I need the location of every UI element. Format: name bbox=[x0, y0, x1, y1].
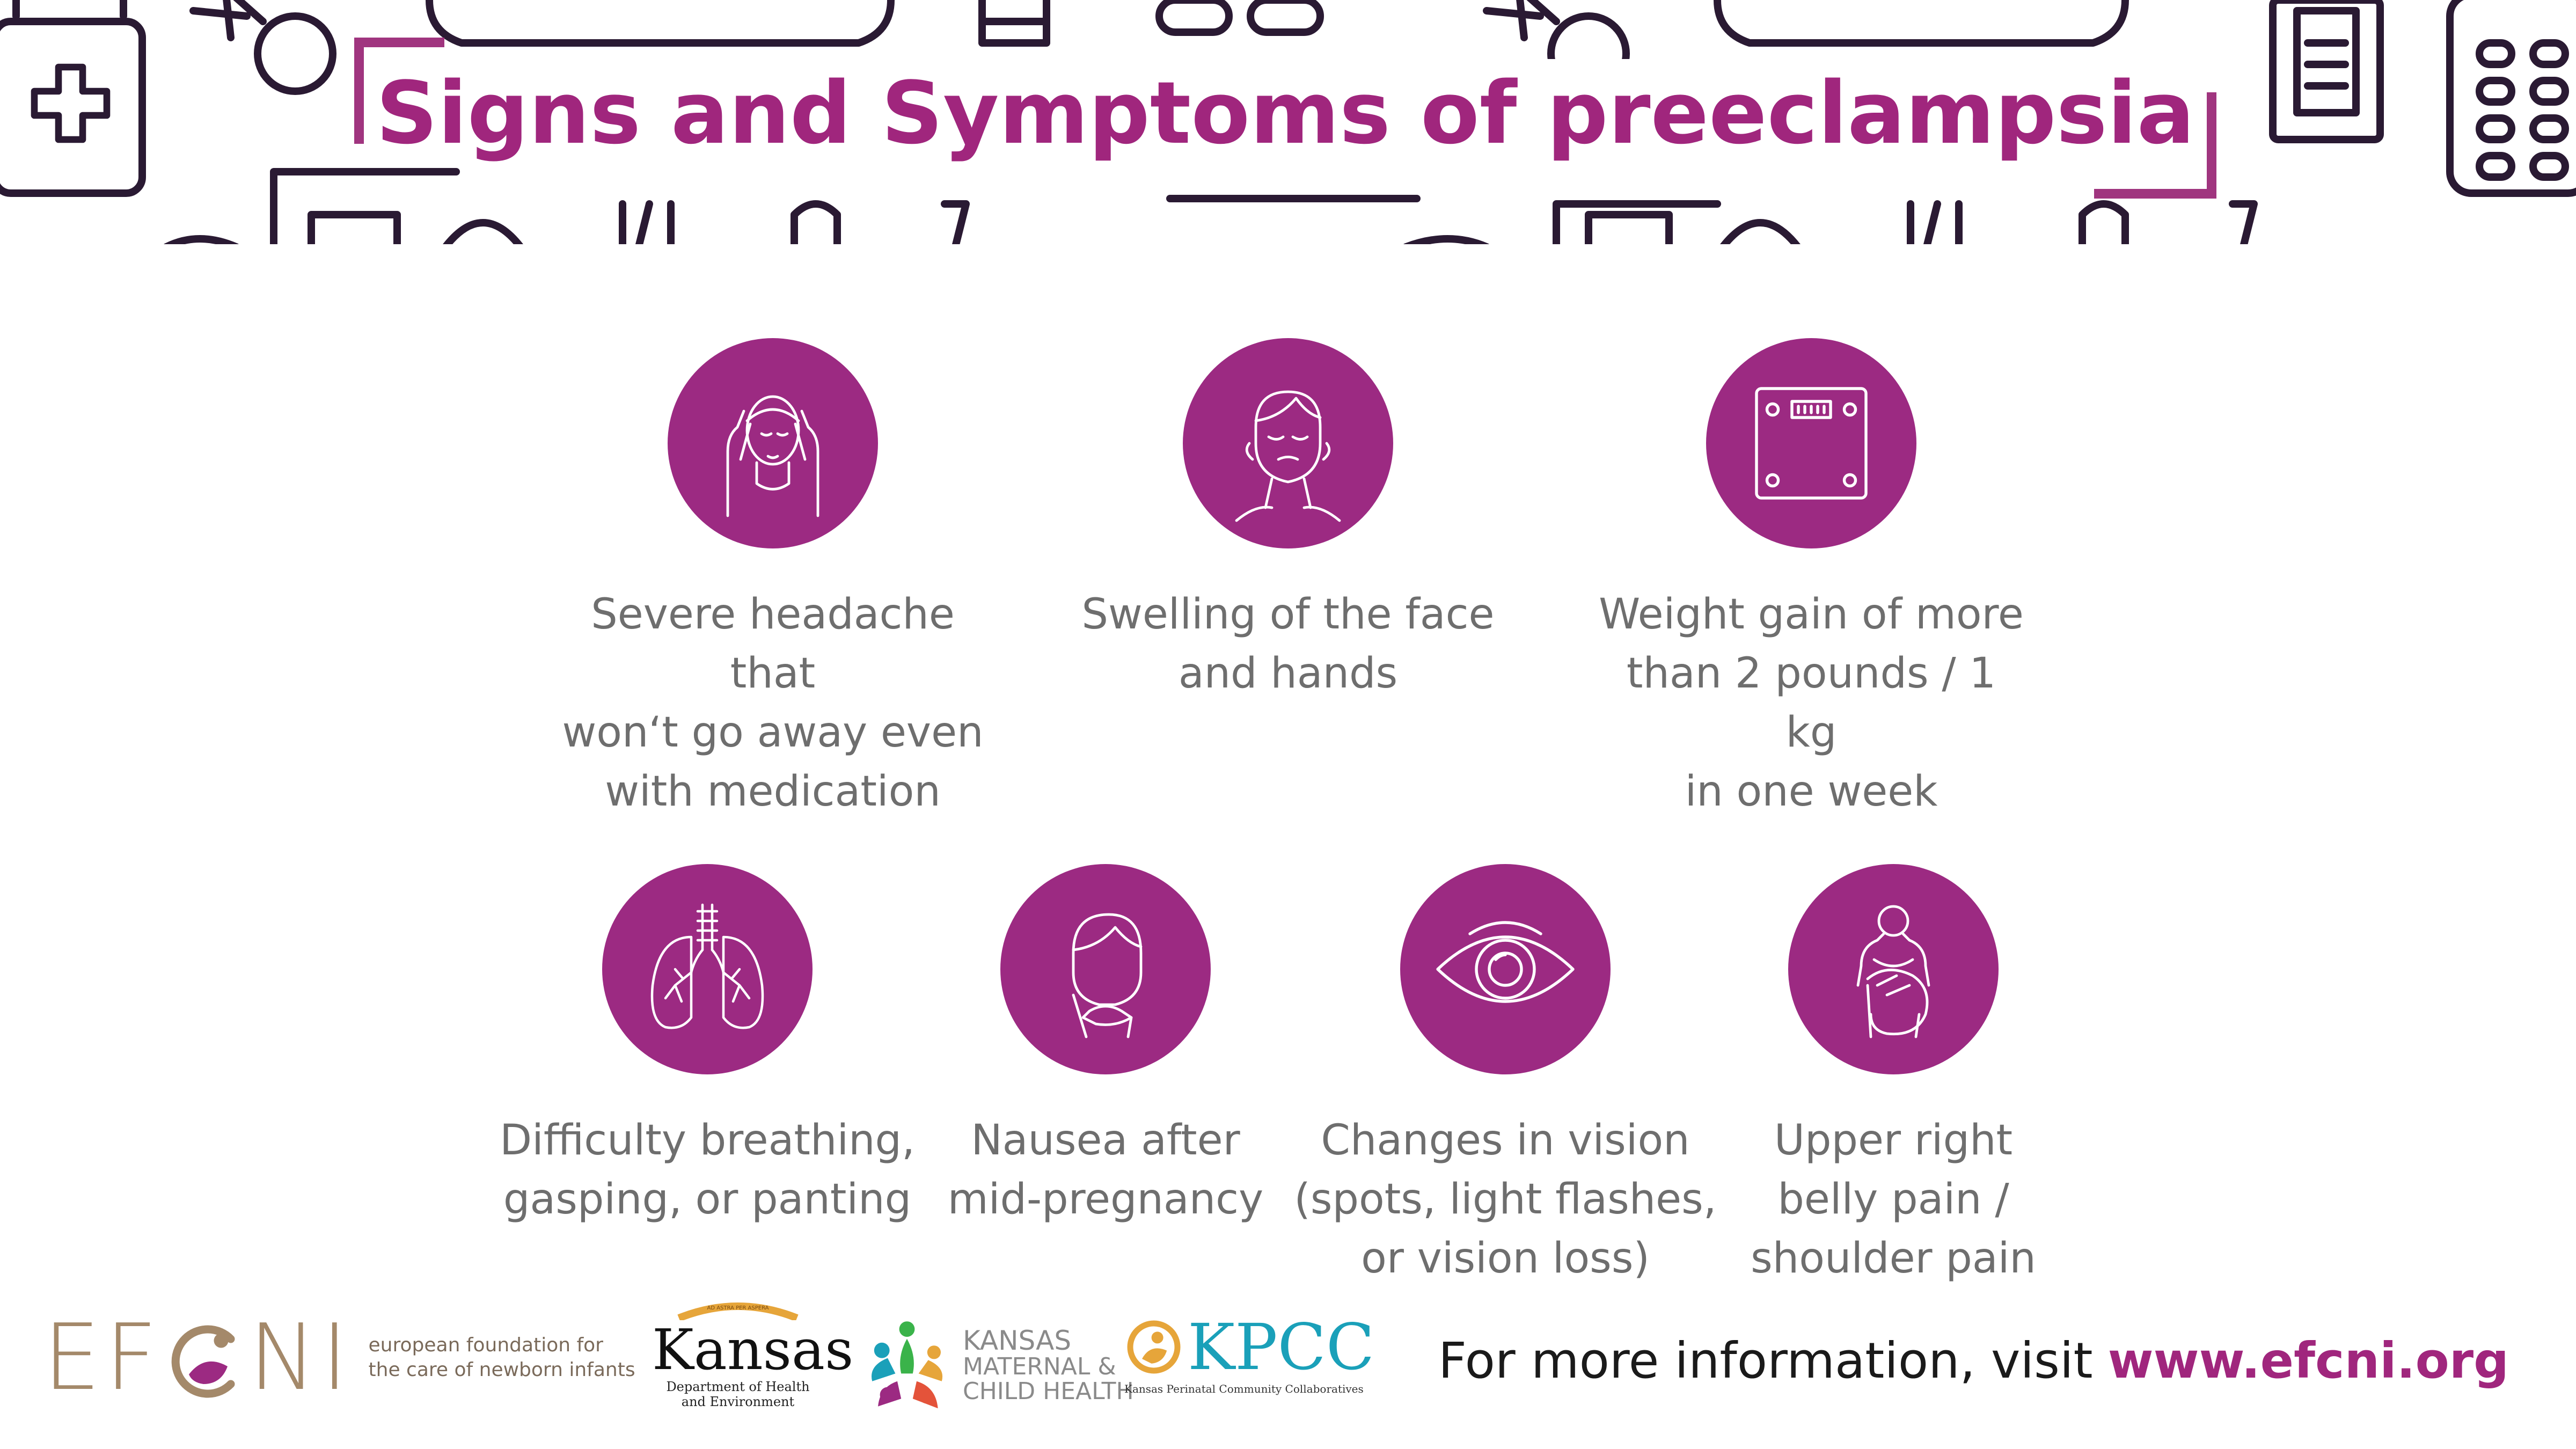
more-info-text: For more information, visit bbox=[1438, 1331, 2093, 1389]
kpcc-subtitle: Kansas Perinatal Community Collaborative… bbox=[1124, 1382, 1364, 1395]
kansas-wordmark: Kansas bbox=[652, 1317, 854, 1382]
kansas-subtitle: Department of Health and Environment bbox=[666, 1379, 810, 1409]
symptom-label: Weight gain of more than 2 pounds / 1 kg… bbox=[1599, 590, 2024, 816]
title-bracket-bottom-right bbox=[2094, 92, 2216, 199]
symptom-face-swelling: Swelling of the face and hands bbox=[1073, 338, 1503, 703]
page-title: Signs and Symptoms of preeclampsia bbox=[376, 59, 2195, 166]
kmch-text: KANSAS MATERNAL & CHILD HEALTH bbox=[963, 1324, 1134, 1405]
symptom-nausea: Nausea after mid-pregnancy bbox=[891, 864, 1320, 1229]
kmch-line2: MATERNAL & CHILD HEALTH bbox=[963, 1352, 1134, 1405]
lungs-icon bbox=[602, 864, 813, 1074]
efcni-wordmark: EF NI bbox=[43, 1305, 353, 1411]
headache-icon bbox=[668, 338, 878, 548]
kpcc-wordmark: KPCC bbox=[1188, 1310, 1375, 1384]
bed-icon bbox=[978, 0, 1050, 47]
symptom-headache: Severe headache that won‘t go away even … bbox=[558, 338, 987, 821]
symptom-label: Difficulty breathing, gasping, or pantin… bbox=[500, 1116, 915, 1224]
title-frame: Signs and Symptoms of preeclampsia bbox=[354, 38, 2216, 199]
kpcc-mother-baby-icon bbox=[1127, 1320, 1181, 1374]
eye-icon bbox=[1400, 864, 1611, 1074]
nausea-icon bbox=[1000, 864, 1211, 1074]
lower-pattern-fragments bbox=[163, 168, 2258, 247]
symptom-belly-pain: Upper right belly pain / shoulder pain bbox=[1679, 864, 2108, 1288]
face-swelling-icon bbox=[1183, 338, 1393, 548]
medicine-bottle-icon bbox=[0, 0, 146, 197]
pills-icon bbox=[1155, 0, 1324, 36]
pregnant-belly-icon bbox=[1788, 864, 1999, 1074]
kansas-maternal-child-health-logo[interactable]: KANSAS MATERNAL & CHILD HEALTH bbox=[859, 1315, 1134, 1417]
symptom-label: Nausea after mid-pregnancy bbox=[947, 1116, 1264, 1224]
title-bracket-top-left bbox=[354, 38, 444, 144]
efcni-logo[interactable]: EF NI european foundation for the care o… bbox=[43, 1304, 635, 1411]
kansas-kdhe-logo[interactable]: AD ASTRA PER ASPERA Kansas Department of… bbox=[652, 1299, 854, 1409]
kmch-line1: KANSAS bbox=[963, 1324, 1072, 1356]
symptom-weight-gain: Weight gain of more than 2 pounds / 1 kg… bbox=[1597, 338, 2026, 821]
symptom-label: Changes in vision (spots, light flashes,… bbox=[1294, 1116, 1717, 1283]
clipboard-icon bbox=[2269, 0, 2384, 143]
efcni-tagline: european foundation for the care of newb… bbox=[368, 1334, 635, 1381]
person-icon bbox=[426, 0, 895, 47]
efcni-website-link[interactable]: www.efcni.org bbox=[2107, 1331, 2509, 1389]
symptom-vision: Changes in vision (spots, light flashes,… bbox=[1291, 864, 1720, 1288]
female-symbol-icon bbox=[189, 0, 336, 95]
footer: EF NI european foundation for the care o… bbox=[0, 1277, 2576, 1438]
symptom-label: Upper right belly pain / shoulder pain bbox=[1751, 1116, 2036, 1283]
symptom-breathing: Difficulty breathing, gasping, or pantin… bbox=[493, 864, 922, 1229]
kmch-people-icon bbox=[872, 1321, 943, 1409]
more-info-line: For more information, visit www.efcni.or… bbox=[1438, 1320, 2509, 1401]
symptom-label: Swelling of the face and hands bbox=[1081, 590, 1495, 698]
kpcc-logo[interactable]: KPCC Kansas Perinatal Community Collabor… bbox=[1124, 1315, 1374, 1395]
kansas-arc-text: AD ASTRA PER ASPERA bbox=[707, 1305, 769, 1311]
person-icon bbox=[1714, 0, 2129, 47]
kansas-arc-banner: AD ASTRA PER ASPERA bbox=[677, 1302, 799, 1320]
pill-box-icon bbox=[2446, 0, 2576, 197]
symptom-label: Severe headache that won‘t go away even … bbox=[562, 590, 984, 816]
scale-icon bbox=[1706, 338, 1916, 548]
efcni-mother-baby-icon bbox=[165, 1318, 245, 1398]
